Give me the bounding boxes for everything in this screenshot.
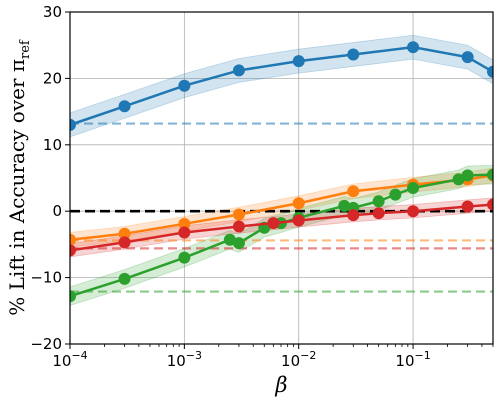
- data-point: [292, 55, 305, 68]
- plot-area: [70, 34, 493, 306]
- data-point: [372, 195, 385, 208]
- data-point: [118, 236, 131, 249]
- data-point: [389, 188, 402, 201]
- data-point: [407, 41, 420, 54]
- data-point: [178, 79, 191, 92]
- data-point: [267, 217, 280, 230]
- data-point: [487, 65, 493, 78]
- x-axis-label: β: [274, 373, 287, 397]
- data-point: [487, 198, 493, 211]
- x-tick-label: 10−3: [167, 349, 202, 370]
- data-point: [338, 199, 351, 212]
- data-point: [70, 233, 76, 246]
- y-tick-label: −20: [30, 335, 62, 353]
- data-point: [347, 48, 360, 61]
- data-point: [232, 64, 245, 77]
- data-point: [178, 217, 191, 230]
- x-tick-label: 10−4: [52, 349, 87, 370]
- data-point: [70, 118, 76, 131]
- x-tick-label-base: 10: [52, 352, 71, 370]
- data-point: [461, 169, 474, 182]
- y-axis-label-main: % Lift in Accuracy over π: [5, 59, 29, 316]
- data-point: [347, 209, 360, 222]
- data-point: [223, 233, 236, 246]
- y-tick-label: 30: [43, 3, 62, 21]
- y-tick-label: 0: [52, 202, 62, 220]
- y-tick-label: 10: [43, 136, 62, 154]
- data-point: [407, 181, 420, 194]
- y-tick-label: −10: [30, 269, 62, 287]
- data-point: [292, 214, 305, 227]
- data-point: [118, 272, 131, 285]
- x-tick-label-base: 10: [167, 352, 186, 370]
- data-point: [461, 200, 474, 213]
- x-tick-label: 10−2: [281, 349, 316, 370]
- data-point: [487, 168, 493, 181]
- x-tick-label-base: 10: [395, 352, 414, 370]
- y-axis-label-subscript: ref: [18, 39, 33, 59]
- series-line: [70, 173, 493, 298]
- x-tick-label-exponent: −2: [300, 349, 316, 362]
- data-point: [232, 208, 245, 221]
- data-point: [70, 290, 76, 303]
- data-point: [70, 244, 76, 257]
- x-axis: 10−4 10−3 10−2 10−1: [52, 344, 494, 370]
- data-point: [232, 220, 245, 233]
- x-tick-label-exponent: −1: [415, 349, 431, 362]
- data-point: [118, 100, 131, 113]
- y-tick-label: 20: [43, 69, 62, 87]
- data-point: [461, 51, 474, 64]
- x-tick-label: 10−1: [395, 349, 430, 370]
- confidence-band: [70, 164, 493, 306]
- x-tick-label-exponent: −3: [186, 349, 202, 362]
- data-point: [372, 207, 385, 220]
- data-point: [178, 251, 191, 264]
- data-point: [178, 226, 191, 239]
- x-tick-label-exponent: −4: [71, 349, 87, 362]
- data-point: [118, 227, 131, 240]
- x-tick-label-base: 10: [281, 352, 300, 370]
- axes-frame: [69, 11, 494, 345]
- data-point: [452, 173, 465, 186]
- data-point: [232, 237, 245, 250]
- data-point: [407, 205, 420, 218]
- y-axis-label: % Lift in Accuracy over πref: [5, 39, 33, 316]
- confidence-band: [70, 34, 493, 138]
- data-point: [292, 197, 305, 210]
- data-point: [347, 185, 360, 198]
- y-axis: −20 −10 0 10 20 30: [30, 3, 70, 353]
